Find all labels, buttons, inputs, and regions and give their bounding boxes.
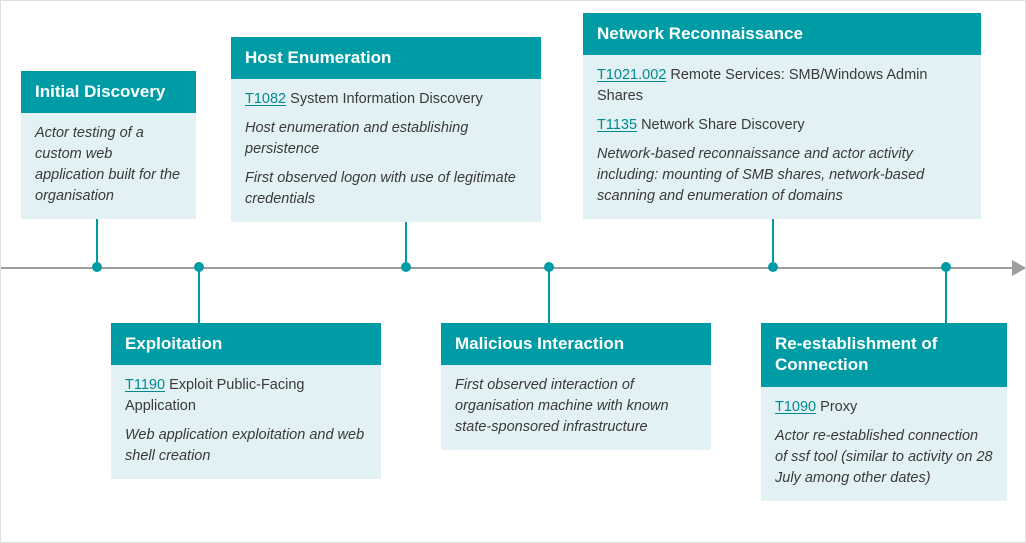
technique-rest: Network Share Discovery (637, 117, 805, 133)
technique-line: T1082 System Information Discovery (245, 89, 527, 110)
card-network-recon: Network Reconnaissance T1021.002 Remote … (583, 13, 981, 219)
card-text: Network-based reconnaissance and actor a… (597, 144, 967, 207)
card-body: T1090 Proxy Actor re-established connect… (761, 387, 1007, 501)
card-body: T1190 Exploit Public-Facing Application … (111, 365, 381, 479)
card-body: First observed interaction of organisati… (441, 365, 711, 450)
card-body: T1021.002 Remote Services: SMB/Windows A… (583, 55, 981, 219)
technique-link-T1021-002[interactable]: T1021.002 (597, 67, 666, 83)
card-title: Network Reconnaissance (583, 13, 981, 55)
card-malicious-interaction: Malicious Interaction First observed int… (441, 323, 711, 450)
card-title: Initial Discovery (21, 71, 196, 113)
card-text: Actor re-established connection of ssf t… (775, 426, 993, 489)
dot-reestablishment (941, 262, 951, 272)
technique-link-T1190[interactable]: T1190 (125, 377, 165, 393)
card-text: Host enumeration and establishing persis… (245, 118, 527, 160)
card-body: Actor testing of a custom web applicatio… (21, 113, 196, 219)
card-title: Host Enumeration (231, 37, 541, 79)
card-text: Actor testing of a custom web applicatio… (35, 123, 182, 207)
connector-network-recon (772, 219, 774, 267)
technique-line: T1090 Proxy (775, 397, 993, 418)
technique-line: T1021.002 Remote Services: SMB/Windows A… (597, 65, 967, 107)
dot-network-recon (768, 262, 778, 272)
card-reestablishment: Re-establishment of Connection T1090 Pro… (761, 323, 1007, 501)
card-body: T1082 System Information Discovery Host … (231, 79, 541, 222)
dot-initial-discovery (92, 262, 102, 272)
dot-malicious-interaction (544, 262, 554, 272)
dot-exploitation (194, 262, 204, 272)
technique-link-T1090[interactable]: T1090 (775, 399, 816, 415)
connector-exploitation (198, 267, 200, 323)
technique-rest: Proxy (816, 399, 857, 415)
card-text: First observed interaction of organisati… (455, 375, 697, 438)
axis-arrow-icon (1012, 260, 1026, 276)
technique-link-T1135[interactable]: T1135 (597, 117, 637, 133)
dot-host-enumeration (401, 262, 411, 272)
card-text: First observed logon with use of legitim… (245, 168, 527, 210)
technique-line: T1135 Network Share Discovery (597, 115, 967, 136)
card-text: Web application exploitation and web she… (125, 425, 367, 467)
card-exploitation: Exploitation T1190 Exploit Public-Facing… (111, 323, 381, 479)
connector-host-enumeration (405, 222, 407, 267)
timeline-frame: { "colors": { "headerBg": "#009ca6", "he… (0, 0, 1026, 543)
timeline-axis (1, 267, 1025, 269)
technique-rest: System Information Discovery (286, 91, 483, 107)
connector-malicious-interaction (548, 267, 550, 323)
connector-reestablishment (945, 267, 947, 323)
technique-link-T1082[interactable]: T1082 (245, 91, 286, 107)
card-initial-discovery: Initial Discovery Actor testing of a cus… (21, 71, 196, 219)
card-title: Re-establishment of Connection (761, 323, 1007, 387)
card-host-enumeration: Host Enumeration T1082 System Informatio… (231, 37, 541, 222)
technique-line: T1190 Exploit Public-Facing Application (125, 375, 367, 417)
connector-initial-discovery (96, 219, 98, 267)
card-title: Malicious Interaction (441, 323, 711, 365)
card-title: Exploitation (111, 323, 381, 365)
